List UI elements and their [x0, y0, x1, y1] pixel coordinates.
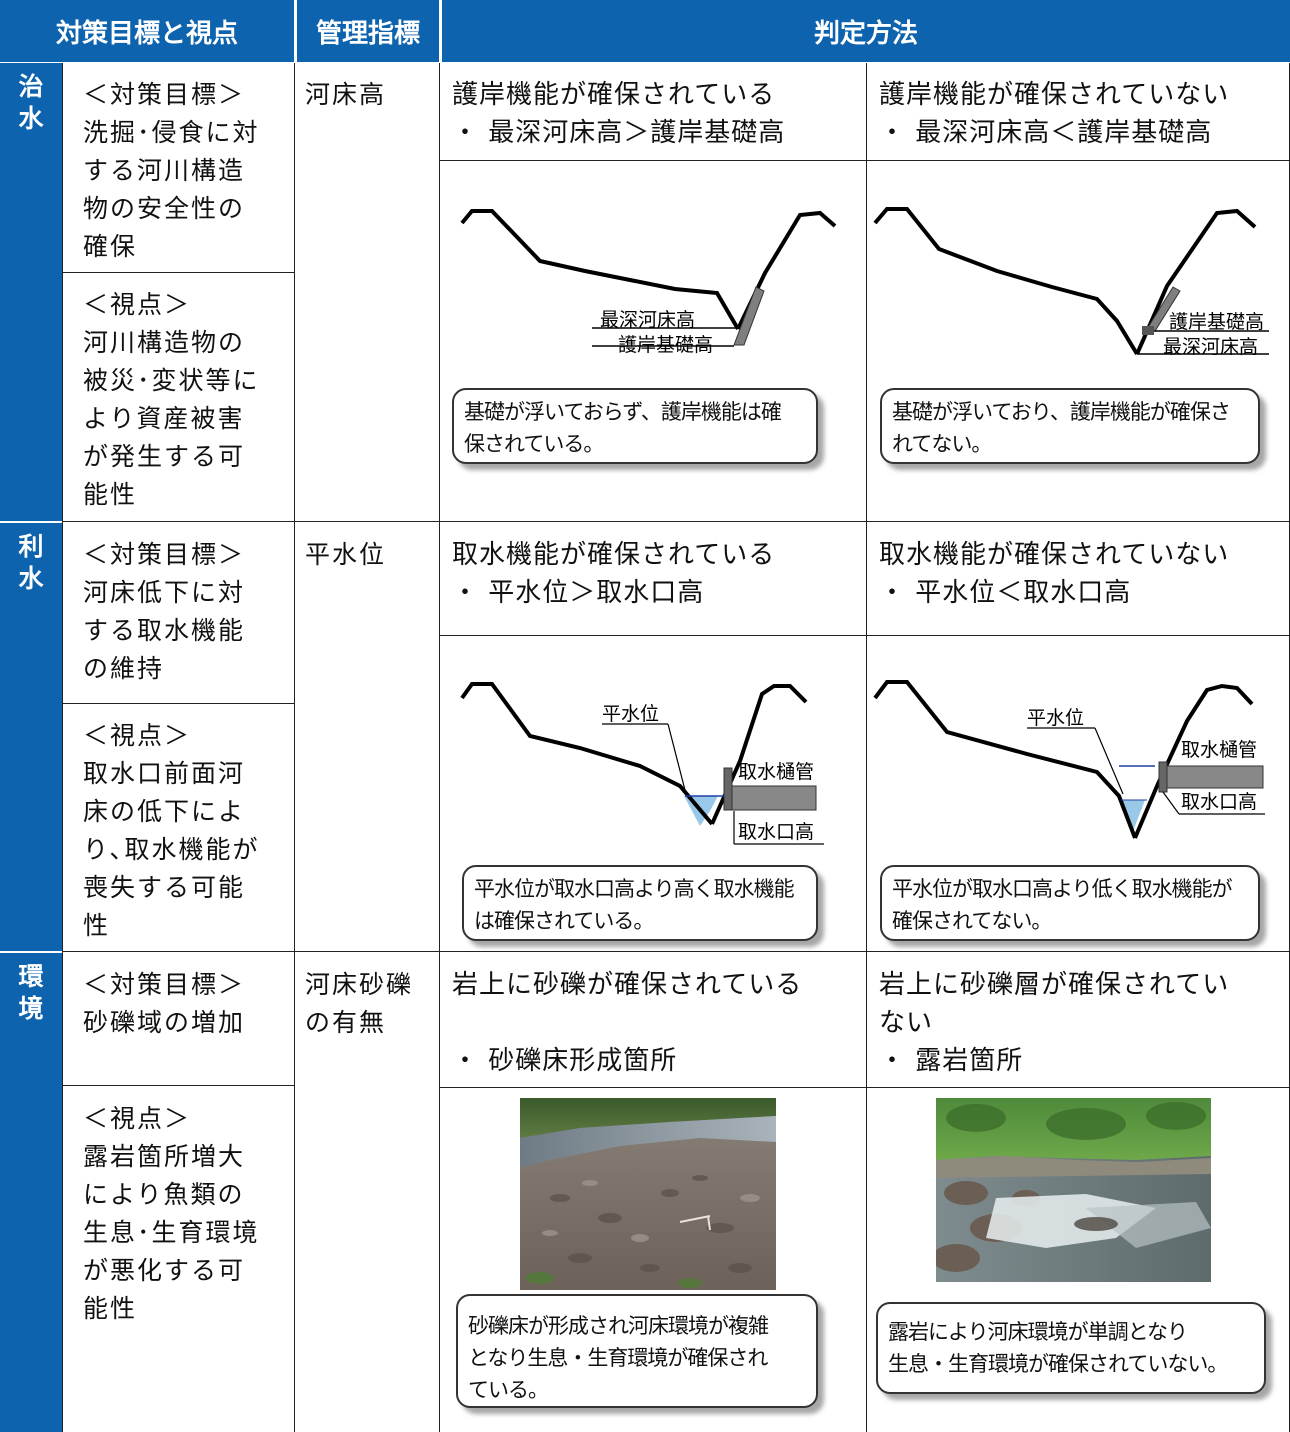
grid-line — [294, 63, 295, 1432]
callout-revetment-ok: 基礎が浮いておらず、護岸機能は確 保されている。 — [452, 388, 818, 464]
grid-line — [62, 521, 1290, 522]
grid-line — [866, 63, 867, 1432]
grid-line — [62, 703, 294, 704]
foundation-height-label: 護岸基礎高 — [1169, 311, 1264, 333]
header-judgement-method: 判定方法 — [440, 0, 1290, 62]
grid-line — [62, 63, 63, 1432]
grid-line — [439, 63, 440, 1432]
callout-revetment-ng: 基礎が浮いており、護岸機能が確保さ れてない。 — [880, 388, 1260, 464]
goal-text: ＜対策目標＞ 河床低下に対 する取水機能 の維持 — [83, 540, 246, 683]
viewpoint-text: ＜視点＞ 取水口前面河 床の低下によ り､取水機能が 喪失する可能 性 — [83, 721, 260, 940]
gravel-bed-photo — [520, 1098, 776, 1290]
intake-height-label: 取水口高 — [738, 821, 814, 843]
ok-criterion: 護岸機能が確保されている ・ 最深河床高＞護岸基礎高 — [452, 80, 786, 148]
normal-water-level-label: 平水位 — [1027, 707, 1084, 729]
ng-criterion: 岩上に砂礫層が確保されてい ない ・ 露岩箇所 — [879, 970, 1230, 1076]
category-water-use: 利 水 — [0, 523, 62, 951]
category-divider — [0, 521, 62, 523]
viewpoint-text: ＜視点＞ 露岩箇所増大 により魚類の 生息･生育環境 が悪化する可 能性 — [83, 1104, 260, 1323]
grid-line — [439, 160, 1289, 161]
foundation-height-label: 護岸基礎高 — [618, 334, 713, 356]
ng-criterion: 護岸機能が確保されていない ・ 最深河床高＜護岸基礎高 — [879, 80, 1230, 148]
goal-text: ＜対策目標＞ 洗掘･侵食に対 する河川構造 物の安全性の 確保 — [83, 80, 260, 261]
indicator-text: 平水位 — [305, 540, 387, 569]
grid-line — [62, 951, 1290, 952]
intake-pipe-label: 取水樋管 — [1181, 739, 1257, 761]
revetment-ok-diagram: 最深河床高 護岸基礎高 — [460, 209, 837, 356]
callout-gravel-ok: 砂礫床が形成され河床環境が複雑 となり生息・生育環境が確保され ている。 — [456, 1294, 818, 1408]
intake-ok-diagram: 平水位 取水樋管 取水口高 — [460, 682, 824, 845]
callout-intake-ok: 平水位が取水口高より高く取水機能 は確保されている。 — [462, 865, 818, 941]
category-environment: 環 境 — [0, 953, 62, 1432]
revetment-ng-diagram: 護岸基礎高 最深河床高 — [873, 207, 1269, 358]
header-goal-viewpoint: 対策目標と視点 — [0, 0, 294, 62]
indicator-text: 河床砂礫 の有無 — [305, 970, 414, 1037]
grid-line — [62, 272, 294, 273]
grid-line — [62, 1085, 294, 1086]
deepest-bed-label: 最深河床高 — [600, 309, 695, 331]
normal-water-level-label: 平水位 — [602, 703, 659, 725]
callout-intake-ng: 平水位が取水口高より低く取水機能が 確保されてない。 — [880, 865, 1260, 941]
goal-text: ＜対策目標＞ 砂礫域の増加 — [83, 970, 246, 1037]
deepest-bed-label: 最深河床高 — [1163, 336, 1258, 358]
indicator-text: 河床高 — [305, 80, 387, 109]
category-divider — [0, 951, 62, 953]
ng-criterion: 取水機能が確保されていない ・ 平水位＜取水口高 — [879, 540, 1230, 608]
intake-pipe-label: 取水樋管 — [738, 761, 814, 783]
callout-gravel-ng: 露岩により河床環境が単調となり 生息・生育環境が確保されていない。 — [876, 1302, 1266, 1394]
exposed-bedrock-photo — [936, 1098, 1211, 1282]
category-flood-control: 治 水 — [0, 63, 62, 521]
ok-criterion: 岩上に砂礫が確保されている ・ 砂礫床形成箇所 — [452, 970, 803, 1076]
header-indicator: 管理指標 — [295, 0, 439, 62]
grid-line — [439, 635, 1289, 636]
intake-ng-diagram: 平水位 取水樋管 取水口高 — [873, 680, 1265, 839]
ok-criterion: 取水機能が確保されている ・ 平水位＞取水口高 — [452, 540, 776, 608]
intake-height-label: 取水口高 — [1181, 791, 1257, 813]
viewpoint-text: ＜視点＞ 河川構造物の 被災･変状等に より資産被害 が発生する可 能性 — [83, 290, 260, 509]
grid-line — [439, 1087, 1289, 1088]
